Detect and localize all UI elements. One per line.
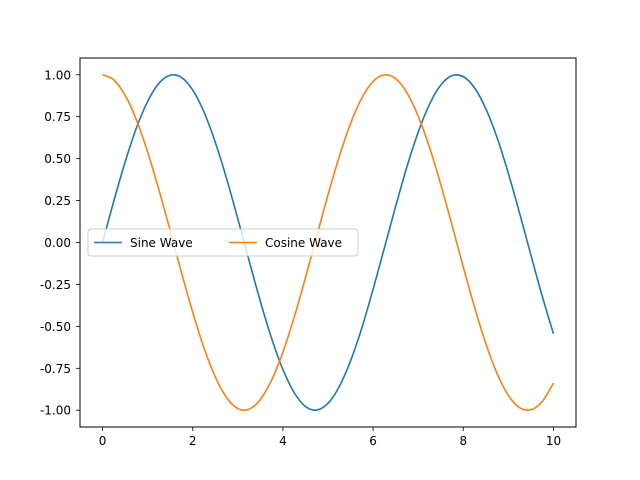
y-tick-label: -0.25 — [40, 278, 71, 292]
x-tick-label: 10 — [546, 434, 561, 448]
y-tick-label: -1.00 — [40, 404, 71, 418]
x-axis: 0 2 4 6 8 10 — [99, 427, 561, 448]
series-line-cosine-wave — [102, 74, 555, 411]
y-axis: 1.00 0.75 0.50 0.25 0.00 -0.25 -0.50 -0.75 -1.00 — [40, 68, 80, 418]
x-tick-label: 8 — [459, 434, 467, 448]
x-tick-label: 0 — [99, 434, 107, 448]
y-tick-label: -0.50 — [40, 320, 71, 334]
series-layer — [101, 73, 555, 411]
y-tick-label: 1.00 — [44, 68, 71, 82]
legend-label-cosine-wave: Cosine Wave — [265, 236, 342, 250]
y-tick-label: 0.25 — [44, 194, 71, 208]
x-tick-label: 4 — [279, 434, 287, 448]
x-tick-label: 6 — [369, 434, 377, 448]
legend: Sine Wave Cosine Wave — [87, 228, 359, 257]
y-tick-label: 0.50 — [44, 152, 71, 166]
x-tick-label: 2 — [189, 434, 197, 448]
y-tick-label: -0.75 — [40, 362, 71, 376]
legend-label-sine-wave: Sine Wave — [130, 236, 193, 250]
series-line-sine-wave — [101, 73, 555, 411]
y-tick-label: 0.75 — [44, 110, 71, 124]
legend-box — [87, 228, 359, 257]
y-tick-label: 0.00 — [44, 236, 71, 250]
